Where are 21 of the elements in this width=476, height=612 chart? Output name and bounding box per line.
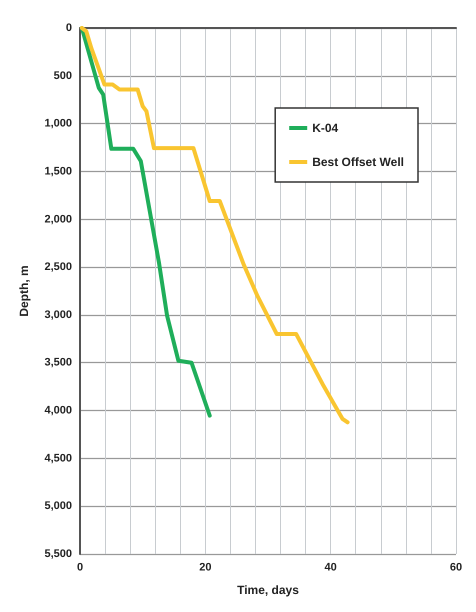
y-tick-label: 2,500 <box>44 261 72 274</box>
y-tick-label: 1,000 <box>44 118 72 130</box>
y-tick-label: 4,500 <box>44 452 72 464</box>
x-tick-label: 60 <box>450 562 462 574</box>
legend-label: K-04 <box>312 121 339 135</box>
x-tick-label: 0 <box>76 562 84 574</box>
y-tick-label: 3,500 <box>44 356 72 369</box>
x-tick-label: 40 <box>324 562 337 574</box>
y-axis-title: Depth, m <box>17 265 31 317</box>
x-axis-title: Time, days <box>237 583 300 597</box>
y-tick-label: 5,000 <box>44 500 72 512</box>
x-tick-label: 20 <box>199 562 212 574</box>
y-tick-label: 0 <box>66 22 72 34</box>
y-tick-label: 1,500 <box>44 165 72 178</box>
y-tick-label: 3,000 <box>44 308 72 321</box>
y-tick-label: 5,500 <box>44 548 72 560</box>
y-tick-label: 4,000 <box>44 404 72 417</box>
legend-label: Best Offset Well <box>312 155 404 169</box>
y-tick-label: 2,000 <box>44 213 72 226</box>
y-tick-label: 500 <box>54 70 72 82</box>
line-series <box>80 26 212 418</box>
